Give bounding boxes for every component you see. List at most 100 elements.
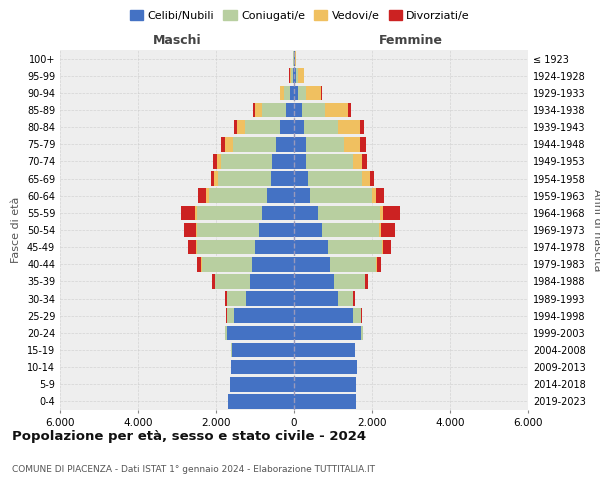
Bar [308, 172, 362, 186]
Bar [213, 154, 217, 168]
Bar [379, 222, 382, 238]
Bar [230, 377, 294, 392]
Bar [226, 326, 227, 340]
Bar [262, 206, 294, 220]
Bar [372, 188, 376, 203]
Bar [294, 394, 356, 408]
Bar [306, 137, 344, 152]
Bar [360, 120, 364, 134]
Bar [196, 222, 197, 238]
Bar [184, 222, 196, 238]
Bar [198, 188, 206, 203]
Bar [255, 240, 294, 254]
Y-axis label: Anni di nascita: Anni di nascita [592, 188, 600, 271]
Bar [376, 188, 384, 203]
Bar [298, 68, 304, 83]
Text: Femmine: Femmine [379, 34, 443, 46]
Bar [296, 68, 298, 83]
Bar [188, 240, 196, 254]
Bar [353, 154, 362, 168]
Bar [217, 154, 221, 168]
Bar [295, 52, 296, 66]
Bar [294, 240, 328, 254]
Bar [318, 206, 380, 220]
Bar [322, 222, 379, 238]
Bar [227, 292, 246, 306]
Bar [218, 172, 271, 186]
Bar [380, 206, 383, 220]
Bar [325, 102, 348, 118]
Bar [206, 188, 209, 203]
Bar [294, 274, 334, 288]
Bar [307, 154, 353, 168]
Bar [294, 257, 330, 272]
Bar [196, 240, 197, 254]
Bar [353, 308, 361, 323]
Bar [290, 86, 294, 100]
Bar [328, 240, 382, 254]
Bar [294, 377, 356, 392]
Bar [266, 188, 294, 203]
Bar [290, 68, 293, 83]
Bar [181, 206, 194, 220]
Bar [334, 274, 365, 288]
Bar [225, 292, 227, 306]
Bar [271, 172, 294, 186]
Bar [276, 137, 294, 152]
Bar [360, 137, 366, 152]
Bar [383, 240, 391, 254]
Bar [262, 102, 286, 118]
Bar [294, 102, 302, 118]
Bar [382, 222, 395, 238]
Bar [286, 102, 294, 118]
Bar [197, 257, 201, 272]
Bar [294, 137, 306, 152]
Bar [280, 86, 284, 100]
Bar [201, 257, 202, 272]
Bar [377, 257, 381, 272]
Bar [226, 137, 233, 152]
Bar [259, 222, 294, 238]
Bar [232, 342, 294, 357]
Bar [294, 86, 298, 100]
Bar [294, 154, 307, 168]
Bar [254, 102, 262, 118]
Bar [202, 257, 252, 272]
Bar [194, 206, 197, 220]
Bar [197, 222, 259, 238]
Bar [235, 308, 294, 323]
Bar [284, 86, 290, 100]
Bar [376, 257, 377, 272]
Bar [365, 274, 368, 288]
Bar [234, 120, 237, 134]
Bar [221, 137, 226, 152]
Bar [353, 292, 355, 306]
Bar [361, 326, 363, 340]
Legend: Celibi/Nubili, Coniugati/e, Vedovi/e, Divorziati/e: Celibi/Nubili, Coniugati/e, Vedovi/e, Di… [125, 6, 475, 25]
Bar [250, 274, 294, 288]
Bar [294, 292, 338, 306]
Bar [209, 188, 266, 203]
Bar [294, 342, 355, 357]
Bar [361, 308, 362, 323]
Bar [298, 86, 306, 100]
Bar [383, 206, 400, 220]
Bar [253, 102, 254, 118]
Bar [294, 326, 361, 340]
Bar [280, 120, 294, 134]
Bar [293, 68, 294, 83]
Text: COMUNE DI PIACENZA - Dati ISTAT 1° gennaio 2024 - Elaborazione TUTTITALIA.IT: COMUNE DI PIACENZA - Dati ISTAT 1° genna… [12, 465, 375, 474]
Text: Maschi: Maschi [152, 34, 202, 46]
Bar [237, 120, 245, 134]
Bar [294, 206, 318, 220]
Y-axis label: Fasce di età: Fasce di età [11, 197, 21, 263]
Bar [362, 172, 370, 186]
Bar [252, 257, 294, 272]
Bar [214, 172, 218, 186]
Bar [197, 240, 255, 254]
Bar [330, 257, 376, 272]
Bar [231, 360, 294, 374]
Bar [304, 120, 338, 134]
Bar [370, 172, 374, 186]
Bar [294, 308, 353, 323]
